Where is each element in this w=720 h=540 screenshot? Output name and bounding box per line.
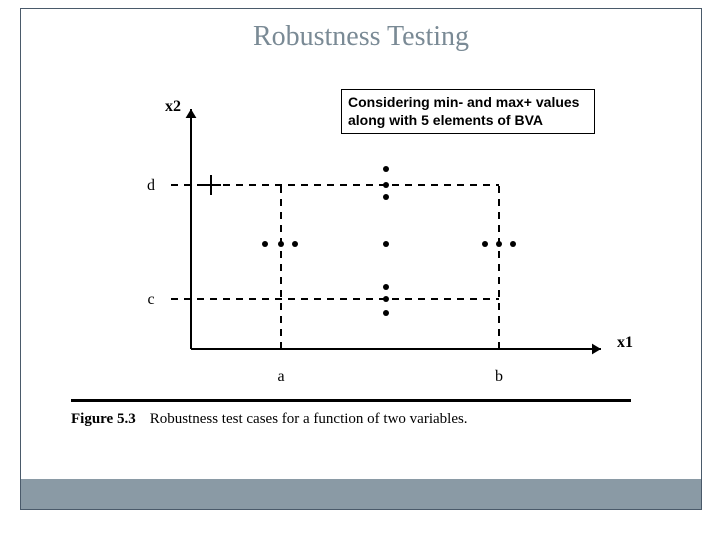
figure-number: Figure 5.3 [71,411,136,427]
slide-title: Robustness Testing [21,21,701,53]
figure-caption: Figure 5.3 Robustness test cases for a fu… [71,411,468,428]
svg-text:d: d [147,177,155,194]
slide-frame: Robustness Testing Considering min- and … [20,8,702,510]
svg-text:c: c [147,291,154,308]
svg-text:b: b [495,368,503,385]
svg-text:x2: x2 [165,99,181,115]
figure-text: Robustness test cases for a function of … [150,411,468,427]
robustness-diagram: x1 x2 a b d c [81,99,641,399]
caption-rule [71,399,631,402]
footer-bar [21,479,701,509]
svg-text:x1: x1 [617,334,633,351]
svg-text:a: a [277,368,284,385]
